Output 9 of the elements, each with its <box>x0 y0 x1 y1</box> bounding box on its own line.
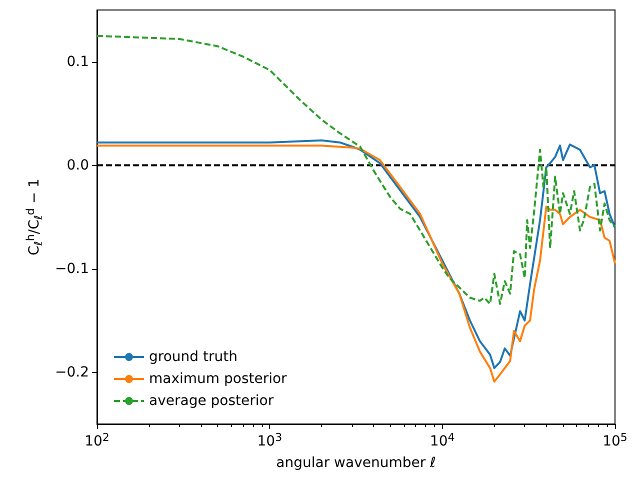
y-tick-label: −0.2 <box>55 364 89 380</box>
y-tick-label: 0.0 <box>66 157 89 174</box>
y-axis-title: Cℓh/Cℓd − 1 <box>24 178 46 256</box>
x-axis-title: angular wavenumber ℓ <box>276 455 436 471</box>
y-tick-label: −0.1 <box>55 260 89 277</box>
legend-label: maximum posterior <box>149 371 288 387</box>
y-tick-label: 0.1 <box>66 54 89 70</box>
legend-label: ground truth <box>149 349 238 365</box>
legend-label: average posterior <box>149 393 274 409</box>
